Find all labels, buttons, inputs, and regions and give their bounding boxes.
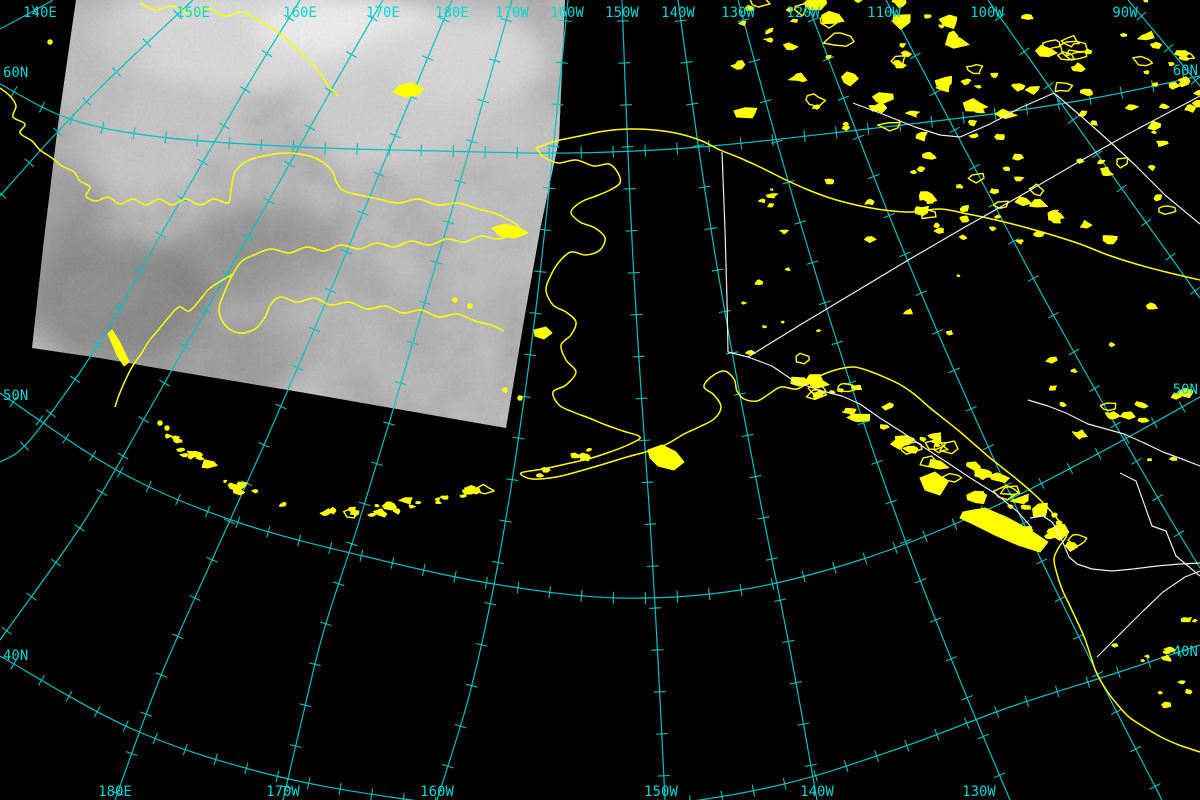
longitude-label-bottom: 130W (962, 784, 996, 800)
us-canada-border (1029, 515, 1200, 572)
islet (47, 39, 53, 45)
meridian-140W (677, 0, 818, 800)
satellite-image-swath (32, 0, 565, 428)
karaginsky-island (107, 329, 130, 367)
longitude-label-bottom: 180E (98, 784, 132, 800)
longitude-label-top: 140W (661, 5, 695, 21)
st-lawrence-island (491, 223, 529, 239)
longitude-label-top: 140E (23, 5, 57, 21)
coastline-layer (0, 0, 1200, 753)
yukon-nwt-border (852, 92, 1055, 138)
meridian-150W (621, 0, 666, 800)
meridian-110W (885, 0, 1200, 569)
alaska-canada-arctic-coast (535, 128, 1200, 281)
longitude-label-top: 120W (786, 5, 820, 21)
meridian-130W (737, 0, 1011, 800)
latitude-label-left: 60N (3, 65, 28, 81)
meridian-180E (114, 0, 453, 800)
nunivak-island (533, 326, 553, 340)
alaska-yukon-141w-border (721, 151, 749, 358)
islet (164, 425, 170, 431)
mackenzie-lakes (1045, 302, 1194, 462)
siberia-top-coast (139, 2, 339, 97)
islet (502, 387, 508, 393)
aleutian-islands (165, 433, 592, 519)
longitude-label-top: 160E (283, 5, 317, 21)
longitude-label-top: 90W (1112, 5, 1138, 21)
longitude-label-top: 150W (605, 5, 639, 21)
meridian-170W (282, 0, 513, 800)
longitude-label-top: 160W (550, 5, 584, 21)
interior-state-border (1119, 472, 1200, 577)
latitude-label-left: 50N (3, 388, 28, 404)
longitude-label-top: 170E (366, 5, 400, 21)
longitude-label-top: 100W (970, 5, 1004, 21)
kodiak-island (647, 444, 685, 471)
haida-gwaii (919, 471, 949, 496)
vancouver-island (959, 507, 1049, 553)
label-layer: 140E 150E 160E 170E 180E 170W 160W 150W 140W 130W… (3, 5, 1198, 800)
yukon-interior-lakes (741, 178, 969, 355)
se-corner-lakes (1111, 617, 1198, 709)
right-edge-islands (1147, 51, 1200, 148)
islet (157, 420, 163, 426)
longitude-label-bottom: 160W (420, 784, 454, 800)
longitude-label-top: 180E (435, 5, 469, 21)
longitude-label-bottom: 150W (644, 784, 678, 800)
latitude-label-right: 50N (1173, 382, 1198, 398)
meridian-140E (0, 0, 54, 30)
boundary-layer (721, 92, 1200, 658)
graticule-ticks (0, 4, 1200, 800)
latitude-label-right: 60N (1173, 63, 1198, 79)
nwt-diagonal-border (1053, 92, 1200, 225)
canadian-arctic-islands-mid (909, 130, 1177, 245)
latitude-label-left: 40N (3, 648, 28, 664)
longitude-label-top: 130W (721, 5, 755, 21)
islet (452, 297, 458, 303)
latitude-label-right: 40N (1173, 644, 1198, 660)
meridian-170E (0, 0, 384, 641)
chukotka-arctic-coast (0, 87, 520, 334)
islet (517, 395, 523, 401)
meridian-160W (436, 0, 569, 800)
meridian-100W (987, 0, 1200, 299)
longitude-label-top: 170W (495, 5, 529, 21)
islet (467, 303, 473, 309)
parallel-60N (0, 75, 1200, 154)
longitude-label-bottom: 170W (266, 784, 300, 800)
parallel-40N (0, 644, 1200, 800)
longitude-label-top: 110W (867, 5, 901, 21)
longitude-label-bottom: 140W (800, 784, 834, 800)
state-border-diagonal (1096, 570, 1200, 658)
kamchatka-coast (114, 273, 234, 408)
parallel-50N (0, 392, 1200, 599)
alaska-panhandle-border (747, 356, 1033, 529)
meridian-150E (0, 0, 194, 197)
wrangel-island (392, 82, 425, 98)
alexander-archipelago (790, 352, 1088, 552)
meridian-160E (0, 0, 301, 463)
bc-alberta-border (1027, 399, 1200, 467)
longitude-label-top: 150E (176, 5, 210, 21)
